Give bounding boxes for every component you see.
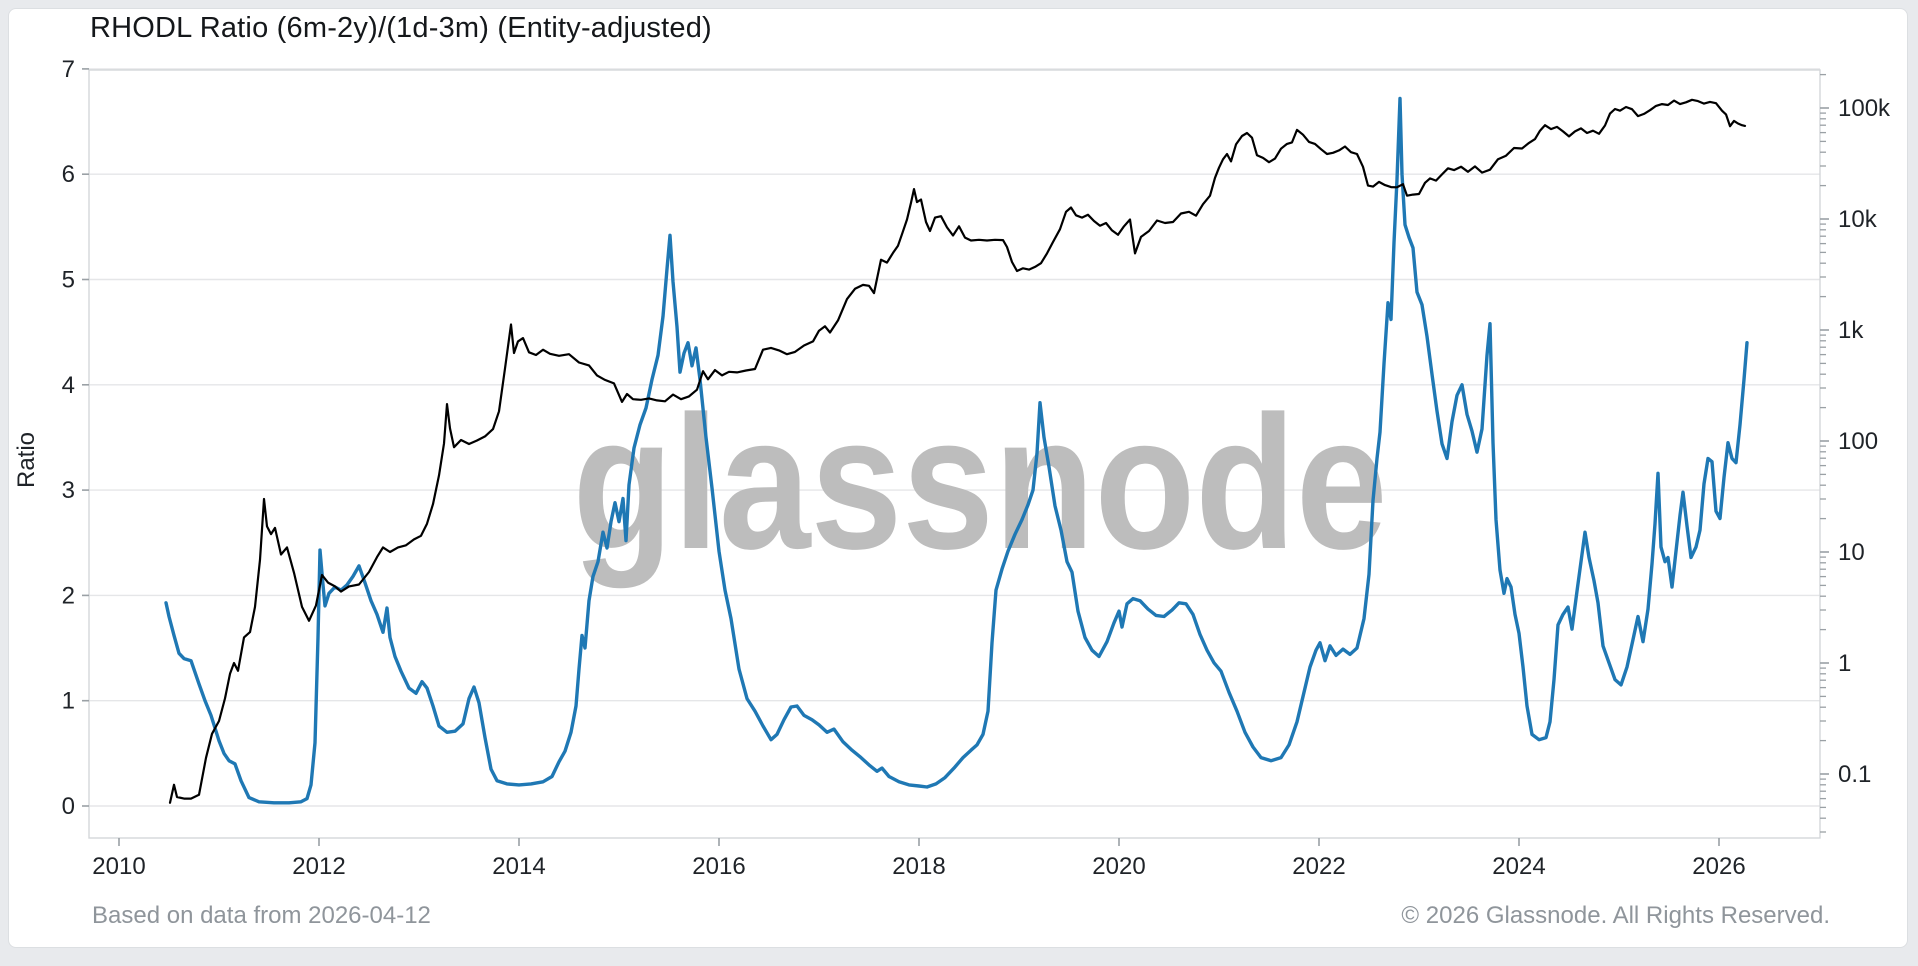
left-tick-label: 0: [62, 793, 75, 820]
x-tick-label: 2012: [292, 853, 345, 880]
chart-title: RHODL Ratio (6m-2y)/(1d-3m) (Entity-adju…: [90, 12, 712, 44]
x-tick-label: 2018: [892, 853, 945, 880]
left-tick-label: 7: [62, 56, 75, 83]
left-axis: 0 1 2 3 4 5 6 7 Ratio: [13, 56, 89, 820]
chart-card: [8, 8, 1908, 948]
right-tick-label: 100: [1838, 428, 1878, 455]
right-tick-label: 0.1: [1838, 761, 1871, 788]
footer-copyright: © 2026 Glassnode. All Rights Reserved.: [1401, 902, 1830, 929]
right-tick-label: 10k: [1838, 206, 1878, 233]
left-axis-title: Ratio: [13, 432, 40, 488]
x-tick-label: 2016: [692, 853, 745, 880]
price-line-series: [168, 98, 1747, 804]
left-tick-label: 6: [62, 161, 75, 188]
x-tick-label: 2020: [1092, 853, 1145, 880]
right-tick-label: 10: [1838, 539, 1865, 566]
right-tick-label: 1: [1838, 650, 1851, 677]
x-tick-label: 2024: [1492, 853, 1545, 880]
x-tick-label: 2022: [1292, 853, 1345, 880]
right-tick-label: 100k: [1838, 95, 1891, 122]
gridlines: [89, 68, 1820, 807]
right-tick-label: 1k: [1838, 317, 1864, 344]
x-axis: 2010 2012 2014 2016 2018 2020 2022 2024 2026: [92, 838, 1746, 880]
glassnode-watermark: glassnode: [573, 377, 1388, 589]
left-tick-label: 3: [62, 477, 75, 504]
ratio-line-series: [164, 96, 1749, 805]
plot-border: [88, 69, 1821, 839]
left-tick-label: 5: [62, 267, 75, 294]
left-tick-label: 2: [62, 582, 75, 609]
x-tick-label: 2010: [92, 853, 145, 880]
x-tick-label: 2026: [1692, 853, 1745, 880]
left-tick-label: 4: [62, 372, 75, 399]
left-tick-label: 1: [62, 688, 75, 715]
right-axis: 0.1 1 10 100 1k 10k 100k: [1820, 73, 1891, 833]
x-tick-label: 2014: [492, 853, 545, 880]
footer-data-note: Based on data from 2026-04-12: [92, 902, 431, 929]
